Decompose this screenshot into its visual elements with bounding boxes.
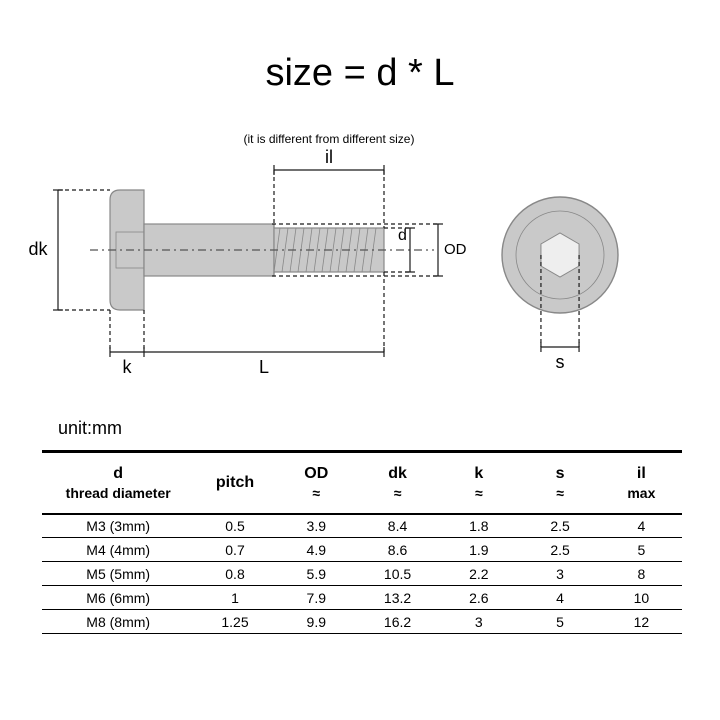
table-cell: 8	[601, 562, 682, 586]
table-row: M5 (5mm)0.85.910.52.238	[42, 562, 682, 586]
column-header: ilmax	[601, 452, 682, 514]
table-cell: M5 (5mm)	[42, 562, 194, 586]
table-row: M6 (6mm)17.913.22.6410	[42, 586, 682, 610]
svg-text:d: d	[398, 227, 407, 244]
table-cell: 5	[519, 610, 600, 634]
table-cell: 3.9	[276, 514, 357, 538]
table-cell: 16.2	[357, 610, 438, 634]
table-row: M3 (3mm)0.53.98.41.82.54	[42, 514, 682, 538]
column-header: k≈	[438, 452, 519, 514]
column-header: dthread diameter	[42, 452, 194, 514]
table-cell: 0.7	[194, 538, 275, 562]
table-header: dthread diameterpitchOD≈dk≈k≈s≈ilmax	[42, 452, 682, 514]
table-cell: 5	[601, 538, 682, 562]
table-body: M3 (3mm)0.53.98.41.82.54M4 (4mm)0.74.98.…	[42, 514, 682, 634]
table-cell: 0.5	[194, 514, 275, 538]
table-cell: M3 (3mm)	[42, 514, 194, 538]
table-cell: 2.5	[519, 514, 600, 538]
table-cell: M6 (6mm)	[42, 586, 194, 610]
svg-text:s: s	[556, 352, 565, 372]
table-cell: 2.2	[438, 562, 519, 586]
table-cell: 13.2	[357, 586, 438, 610]
svg-text:OD: OD	[444, 241, 467, 258]
table-cell: 2.5	[519, 538, 600, 562]
table-cell: M8 (8mm)	[42, 610, 194, 634]
table-cell: 10.5	[357, 562, 438, 586]
table-cell: 0.8	[194, 562, 275, 586]
svg-text:L: L	[259, 357, 269, 377]
column-header: dk≈	[357, 452, 438, 514]
table-cell: 1.8	[438, 514, 519, 538]
table-cell: 1.9	[438, 538, 519, 562]
table-cell: 7.9	[276, 586, 357, 610]
page-title: size = d * L	[0, 52, 720, 95]
svg-text:(it is different from differen: (it is different from different size)	[244, 132, 415, 146]
technical-diagram: dk k Lil(it is different from different si…	[0, 120, 720, 400]
table-cell: 8.6	[357, 538, 438, 562]
column-header: s≈	[519, 452, 600, 514]
table-cell: 9.9	[276, 610, 357, 634]
table-cell: 4	[601, 514, 682, 538]
table-cell: 3	[438, 610, 519, 634]
table-cell: 3	[519, 562, 600, 586]
table-cell: 4.9	[276, 538, 357, 562]
table-row: M4 (4mm)0.74.98.61.92.55	[42, 538, 682, 562]
table-cell: 8.4	[357, 514, 438, 538]
table-cell: 1.25	[194, 610, 275, 634]
table-cell: 4	[519, 586, 600, 610]
table-cell: 10	[601, 586, 682, 610]
svg-text:dk: dk	[28, 239, 48, 259]
spec-table: dthread diameterpitchOD≈dk≈k≈s≈ilmax M3 …	[42, 450, 682, 634]
table-cell: 2.6	[438, 586, 519, 610]
column-header: OD≈	[276, 452, 357, 514]
table-row: M8 (8mm)1.259.916.23512	[42, 610, 682, 634]
column-header: pitch	[194, 452, 275, 514]
diagram-svg: dk k Lil(it is different from different si…	[0, 120, 720, 400]
svg-text:k: k	[123, 357, 133, 377]
table-cell: 1	[194, 586, 275, 610]
table-cell: M4 (4mm)	[42, 538, 194, 562]
table-cell: 5.9	[276, 562, 357, 586]
unit-label: unit:mm	[58, 418, 122, 439]
table-cell: 12	[601, 610, 682, 634]
svg-text:il: il	[325, 147, 333, 167]
